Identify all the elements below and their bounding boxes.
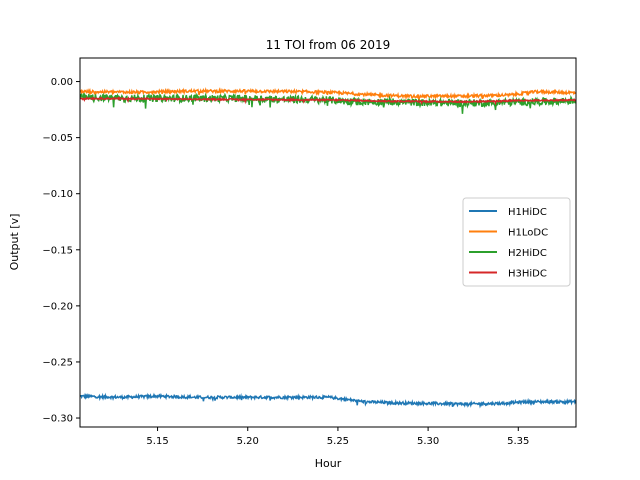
- x-tick-label: 5.35: [507, 436, 529, 447]
- y-tick-label: −0.20: [42, 301, 73, 312]
- legend: H1HiDC H1LoDC H2HiDC H3HiDC: [462, 197, 571, 287]
- y-tick-label: −0.30: [42, 414, 73, 425]
- series-line-h3hidc: [80, 96, 576, 106]
- x-tick-label: 5.30: [417, 436, 439, 447]
- legend-label: H1LoDC: [508, 228, 548, 239]
- plot-frame: [79, 57, 577, 428]
- plot-area: [80, 86, 576, 409]
- legend-box: [462, 197, 571, 287]
- series-line-h2hidc: [80, 92, 576, 114]
- x-axis: 5.15 5.20 5.25 5.30 5.35: [146, 427, 529, 447]
- x-axis-label: Hour: [315, 457, 342, 470]
- x-tick-label: 5.15: [146, 436, 168, 447]
- legend-label: H1HiDC: [508, 207, 547, 218]
- y-axis-label: Output [v]: [8, 214, 21, 271]
- y-tick-label: −0.05: [42, 133, 73, 144]
- chart-title: 11 TOI from 06 2019: [266, 38, 391, 52]
- y-tick-label: −0.10: [42, 189, 73, 200]
- y-tick-label: −0.15: [42, 245, 73, 256]
- series-line-h1hidc: [80, 392, 576, 409]
- x-tick-label: 5.25: [327, 436, 349, 447]
- y-tick-label: 0.00: [51, 77, 73, 88]
- series-line-h1lodc: [80, 86, 576, 101]
- legend-label: H2HiDC: [508, 248, 547, 259]
- legend-label: H3HiDC: [508, 269, 547, 280]
- y-axis: 0.00 −0.05 −0.10 −0.15 −0.20 −0.25 −0.30: [42, 77, 80, 425]
- x-tick-label: 5.20: [237, 436, 259, 447]
- y-tick-label: −0.25: [42, 357, 73, 368]
